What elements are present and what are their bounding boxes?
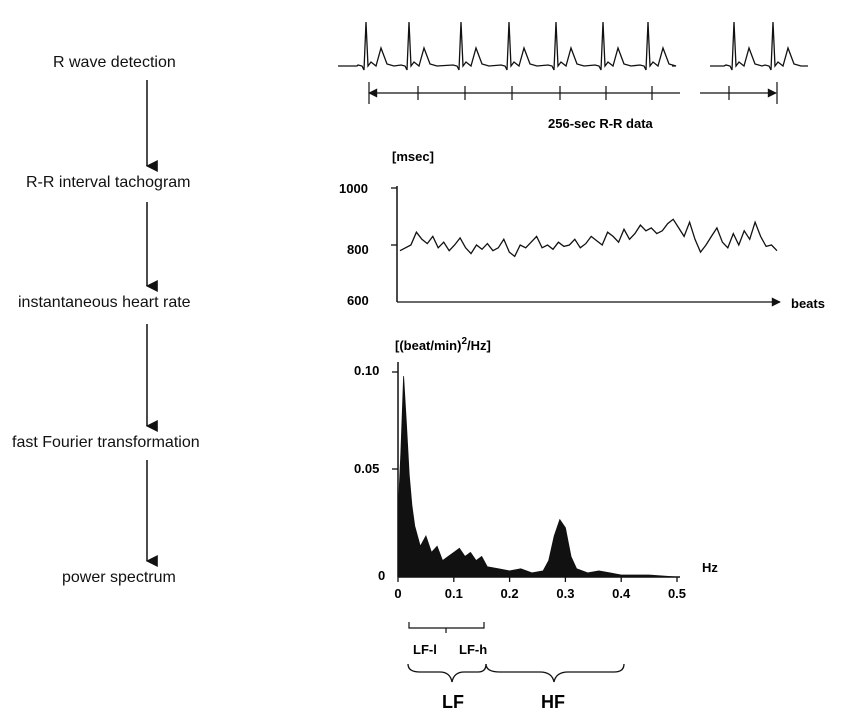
spectrum-unit-tail: /Hz] xyxy=(467,338,491,353)
tachogram-xlabel: beats xyxy=(791,296,825,311)
tachogram-plot: [msec] 1000 800 600 beats xyxy=(339,149,825,311)
spectrum-plot: [(beat/min)2/Hz] 0.10 0.05 0 0 0.1 0.2 0.3 0… xyxy=(354,336,718,601)
rr-data-caption: 256-sec R-R data xyxy=(548,116,654,131)
spectrum-ytick-0-10: 0.10 xyxy=(354,363,379,378)
tachogram-ytick-800: 800 xyxy=(347,242,369,257)
spectrum-unit: [(beat/min)2/Hz] xyxy=(395,336,491,353)
ecg-trace xyxy=(338,21,808,71)
spectrum-area xyxy=(397,376,678,578)
tachogram-line xyxy=(399,218,778,258)
step-instantaneous-heart-rate: instantaneous heart rate xyxy=(18,294,191,311)
band-lf: LF xyxy=(442,692,464,712)
spectrum-xtick-label: 0.4 xyxy=(612,586,631,601)
spectrum-xunit: Hz xyxy=(702,560,718,575)
step-rr-interval-tachogram: R-R interval tachogram xyxy=(26,174,191,191)
tachogram-ytick-1000: 1000 xyxy=(339,181,368,196)
step-power-spectrum: power spectrum xyxy=(62,569,176,586)
band-hf: HF xyxy=(541,692,565,712)
step-r-wave-detection: R wave detection xyxy=(53,54,176,71)
hf-brace xyxy=(485,663,625,683)
ecg-waveform xyxy=(710,21,808,71)
spectrum-xtick-label: 0.1 xyxy=(445,586,463,601)
spectrum-ytick-0: 0 xyxy=(378,568,385,583)
spectrum-ytick-0-05: 0.05 xyxy=(354,461,379,476)
spectrum-xtick-label: 0.2 xyxy=(501,586,519,601)
spectrum-unit-sup: 2 xyxy=(461,336,467,347)
lf-brace xyxy=(407,663,487,683)
band-brackets: LF-l LF-h LF HF xyxy=(407,622,625,712)
band-lf-l: LF-l xyxy=(413,642,437,657)
tachogram-unit: [msec] xyxy=(392,149,434,164)
rr-timeline xyxy=(368,82,778,104)
lf-sub-bracket xyxy=(408,622,485,629)
spectrum-xtick-label: 0.5 xyxy=(668,586,686,601)
spectrum-xtick-label: 0 xyxy=(394,586,401,601)
spectrum-unit-base: [(beat/min) xyxy=(395,338,461,353)
tachogram-ytick-600: 600 xyxy=(347,293,369,308)
ecg-waveform xyxy=(338,21,677,71)
step-fast-fourier-transformation: fast Fourier transformation xyxy=(12,434,200,451)
spectrum-xtick-label: 0.3 xyxy=(556,586,574,601)
band-lf-h: LF-h xyxy=(459,642,487,657)
